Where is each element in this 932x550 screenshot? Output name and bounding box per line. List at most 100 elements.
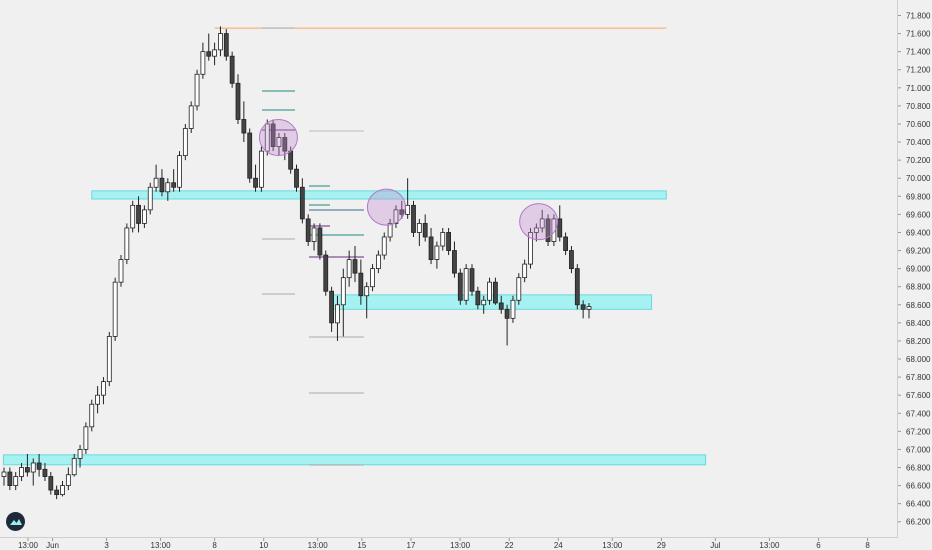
candle-body-up xyxy=(153,177,159,188)
candle-body-up xyxy=(124,227,130,260)
price-tick-label: 70.400 xyxy=(906,138,931,147)
price-tick-label: 69.200 xyxy=(906,247,931,256)
candles-layer xyxy=(1,26,592,500)
candle-body-up xyxy=(106,336,112,383)
price-tick-label: 68.400 xyxy=(906,319,931,328)
candle-body-up xyxy=(463,268,469,301)
candle-body-up xyxy=(194,73,200,107)
candle-body-up xyxy=(77,449,83,459)
candle-body-up xyxy=(528,232,533,265)
price-tick-label: 68.200 xyxy=(906,337,931,346)
support-resistance-zone xyxy=(331,294,653,310)
zones-layer xyxy=(2,190,707,466)
price-tick-label: 67.800 xyxy=(906,373,931,382)
candle-body-down xyxy=(305,218,311,242)
candle-body-up xyxy=(112,281,118,337)
candle-body-down xyxy=(545,218,551,242)
candle-body-down xyxy=(422,223,428,238)
candle-body-up xyxy=(276,137,282,147)
candle-body-up xyxy=(177,155,182,188)
candle-body-down xyxy=(498,302,504,310)
candle-body-down xyxy=(270,123,276,147)
candle-body-up xyxy=(516,277,522,301)
candle-body-down xyxy=(294,168,299,188)
candle-body-down xyxy=(317,227,323,256)
candle-body-up xyxy=(387,223,393,238)
candle-body-up xyxy=(311,227,317,242)
highlight-circle xyxy=(366,188,406,226)
candle-body-up xyxy=(258,150,264,188)
candle-body-down xyxy=(235,82,241,120)
candle-body-up xyxy=(264,123,270,152)
time-axis[interactable]: 13:00 Jun 3 13:00 8 10 13:00 15 17 13:00 22 24 13:00… xyxy=(18,538,870,550)
candle-body-up xyxy=(440,232,446,247)
candle-body-up xyxy=(434,245,440,260)
candle-body-up xyxy=(346,259,352,279)
candle-body-down xyxy=(299,186,305,220)
price-tick-label: 66.200 xyxy=(906,518,931,527)
price-tick-label: 69.400 xyxy=(906,228,931,237)
highlight-circle xyxy=(519,203,559,241)
candle-body-up xyxy=(165,182,171,193)
candle-body-up xyxy=(586,306,592,310)
candle-body-up xyxy=(370,268,375,288)
price-tick-label: 71.200 xyxy=(906,66,931,75)
time-tick-label: 13:00 xyxy=(602,541,623,550)
price-tick-label: 70.200 xyxy=(906,156,931,165)
candle-body-down xyxy=(557,218,563,238)
tradingview-logo-icon[interactable] xyxy=(6,512,25,531)
candle-body-down xyxy=(323,254,329,292)
candle-body-up xyxy=(118,259,124,283)
time-tick-label: 22 xyxy=(505,541,514,550)
price-axis[interactable]: 71.800 71.600 71.400 71.200 71.000 70.800 70.6… xyxy=(898,12,931,527)
candle-body-up xyxy=(522,263,528,279)
time-tick-label: Jul xyxy=(710,541,720,550)
candle-body-up xyxy=(188,105,194,129)
candle-body-down xyxy=(452,250,457,274)
time-tick-label: 6 xyxy=(816,541,821,550)
candle-body-down xyxy=(457,272,463,301)
price-tick-label: 70.000 xyxy=(906,174,931,183)
candle-body-up xyxy=(30,462,36,473)
candle-body-down xyxy=(223,33,229,57)
price-tick-label: 67.400 xyxy=(906,409,931,418)
candle-body-down xyxy=(159,177,165,193)
time-tick-label: 15 xyxy=(357,541,366,550)
candle-body-down xyxy=(574,268,580,306)
candle-body-up xyxy=(212,49,218,57)
candle-body-up xyxy=(95,394,100,405)
candle-body-up xyxy=(19,467,24,477)
candle-body-down xyxy=(329,290,335,324)
candle-body-up xyxy=(147,186,153,211)
candle-body-up xyxy=(71,458,77,476)
candle-body-down xyxy=(399,209,405,215)
candle-body-up xyxy=(393,209,399,224)
candle-body-up xyxy=(416,223,422,233)
candle-body-up xyxy=(335,304,340,324)
candle-body-down xyxy=(253,177,258,188)
candle-body-up xyxy=(130,204,136,229)
candle-body-up xyxy=(533,227,539,233)
candle-body-up xyxy=(60,485,65,496)
candle-body-down xyxy=(282,137,288,152)
candle-body-up xyxy=(13,476,19,486)
candle-body-down xyxy=(446,232,452,251)
candle-body-up xyxy=(182,128,188,157)
price-tick-label: 66.800 xyxy=(906,464,931,473)
time-tick-label: 10 xyxy=(259,541,268,550)
candle-body-up xyxy=(101,381,106,396)
candle-body-down xyxy=(475,290,481,306)
price-tick-label: 69.000 xyxy=(906,265,931,274)
candle-body-down xyxy=(171,182,177,188)
candle-body-up xyxy=(405,204,411,215)
price-tick-label: 66.400 xyxy=(906,500,931,509)
candle-body-down xyxy=(48,476,54,491)
price-tick-label: 70.600 xyxy=(906,120,931,129)
candle-body-down xyxy=(247,132,253,179)
time-tick-label: 13:00 xyxy=(450,541,471,550)
price-tick-label: 67.000 xyxy=(906,445,931,454)
price-tick-label: 71.600 xyxy=(906,30,931,39)
candle-body-down xyxy=(36,462,42,470)
time-tick-label: 13:00 xyxy=(18,541,39,550)
